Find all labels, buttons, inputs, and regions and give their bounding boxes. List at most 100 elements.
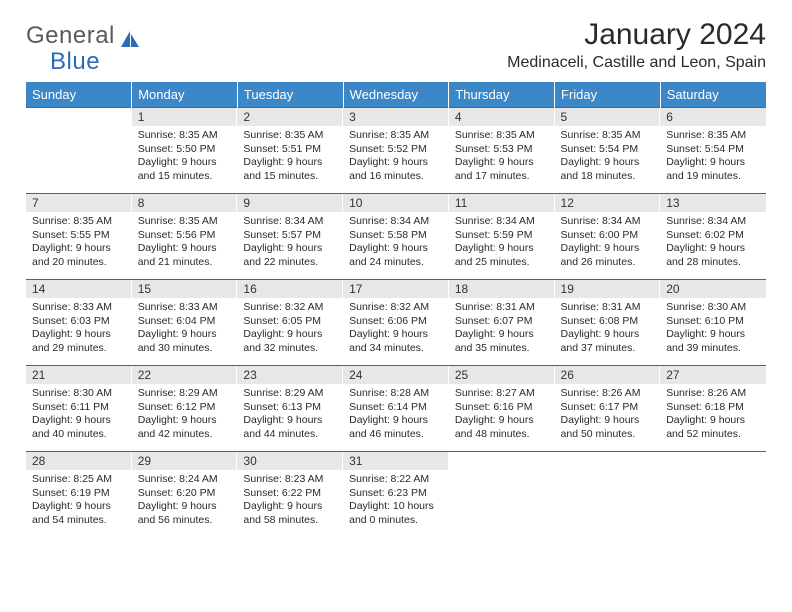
month-title: January 2024 bbox=[507, 18, 766, 52]
calendar-day-cell bbox=[660, 452, 766, 538]
calendar-day-cell: 15Sunrise: 8:33 AMSunset: 6:04 PMDayligh… bbox=[132, 280, 238, 366]
calendar-day-cell: 19Sunrise: 8:31 AMSunset: 6:08 PMDayligh… bbox=[555, 280, 661, 366]
day-line-dl2: and 58 minutes. bbox=[243, 514, 337, 528]
day-number: 26 bbox=[555, 366, 661, 384]
day-line-dl1: Daylight: 10 hours bbox=[349, 500, 443, 514]
calendar-day-cell: 12Sunrise: 8:34 AMSunset: 6:00 PMDayligh… bbox=[555, 194, 661, 280]
day-line-sr: Sunrise: 8:33 AM bbox=[32, 301, 126, 315]
day-number: 8 bbox=[132, 194, 238, 212]
calendar-day-cell: 17Sunrise: 8:32 AMSunset: 6:06 PMDayligh… bbox=[343, 280, 449, 366]
day-details: Sunrise: 8:31 AMSunset: 6:08 PMDaylight:… bbox=[555, 298, 661, 356]
day-line-dl1: Daylight: 9 hours bbox=[243, 328, 337, 342]
day-line-ss: Sunset: 6:20 PM bbox=[138, 487, 232, 501]
day-line-dl1: Daylight: 9 hours bbox=[455, 156, 549, 170]
calendar-day-cell: 9Sunrise: 8:34 AMSunset: 5:57 PMDaylight… bbox=[237, 194, 343, 280]
day-details: Sunrise: 8:32 AMSunset: 6:06 PMDaylight:… bbox=[343, 298, 449, 356]
day-number: 31 bbox=[343, 452, 449, 470]
day-line-dl1: Daylight: 9 hours bbox=[455, 414, 549, 428]
day-details: Sunrise: 8:33 AMSunset: 6:04 PMDaylight:… bbox=[132, 298, 238, 356]
day-line-ss: Sunset: 6:07 PM bbox=[455, 315, 549, 329]
day-line-ss: Sunset: 5:57 PM bbox=[243, 229, 337, 243]
day-details: Sunrise: 8:23 AMSunset: 6:22 PMDaylight:… bbox=[237, 470, 343, 528]
day-line-dl2: and 26 minutes. bbox=[561, 256, 655, 270]
day-number: 3 bbox=[343, 108, 449, 126]
title-block: January 2024 Medinaceli, Castille and Le… bbox=[507, 18, 766, 72]
day-details: Sunrise: 8:29 AMSunset: 6:13 PMDaylight:… bbox=[237, 384, 343, 442]
day-line-dl2: and 42 minutes. bbox=[138, 428, 232, 442]
day-line-dl1: Daylight: 9 hours bbox=[243, 156, 337, 170]
day-number bbox=[555, 452, 661, 456]
calendar-day-cell bbox=[26, 108, 132, 194]
calendar-day-cell: 2Sunrise: 8:35 AMSunset: 5:51 PMDaylight… bbox=[237, 108, 343, 194]
day-line-ss: Sunset: 5:53 PM bbox=[455, 143, 549, 157]
day-line-dl1: Daylight: 9 hours bbox=[666, 414, 760, 428]
location: Medinaceli, Castille and Leon, Spain bbox=[507, 54, 766, 72]
calendar-day-cell: 21Sunrise: 8:30 AMSunset: 6:11 PMDayligh… bbox=[26, 366, 132, 452]
day-line-ss: Sunset: 5:55 PM bbox=[32, 229, 126, 243]
logo-text-general: General bbox=[26, 22, 115, 50]
day-line-dl1: Daylight: 9 hours bbox=[349, 242, 443, 256]
day-line-sr: Sunrise: 8:31 AM bbox=[561, 301, 655, 315]
day-number: 7 bbox=[26, 194, 132, 212]
day-line-sr: Sunrise: 8:28 AM bbox=[349, 387, 443, 401]
weekday-header: Monday bbox=[132, 82, 238, 108]
day-line-sr: Sunrise: 8:29 AM bbox=[138, 387, 232, 401]
calendar-day-cell: 24Sunrise: 8:28 AMSunset: 6:14 PMDayligh… bbox=[343, 366, 449, 452]
day-number: 1 bbox=[132, 108, 238, 126]
calendar-day-cell: 5Sunrise: 8:35 AMSunset: 5:54 PMDaylight… bbox=[555, 108, 661, 194]
day-details: Sunrise: 8:22 AMSunset: 6:23 PMDaylight:… bbox=[343, 470, 449, 528]
day-details: Sunrise: 8:28 AMSunset: 6:14 PMDaylight:… bbox=[343, 384, 449, 442]
calendar-day-cell: 4Sunrise: 8:35 AMSunset: 5:53 PMDaylight… bbox=[449, 108, 555, 194]
day-details: Sunrise: 8:34 AMSunset: 5:57 PMDaylight:… bbox=[237, 212, 343, 270]
day-line-sr: Sunrise: 8:30 AM bbox=[32, 387, 126, 401]
day-details: Sunrise: 8:24 AMSunset: 6:20 PMDaylight:… bbox=[132, 470, 238, 528]
day-details: Sunrise: 8:35 AMSunset: 5:54 PMDaylight:… bbox=[555, 126, 661, 184]
day-line-sr: Sunrise: 8:35 AM bbox=[455, 129, 549, 143]
day-line-dl2: and 15 minutes. bbox=[243, 170, 337, 184]
day-line-dl1: Daylight: 9 hours bbox=[138, 414, 232, 428]
day-line-dl1: Daylight: 9 hours bbox=[561, 242, 655, 256]
day-details: Sunrise: 8:35 AMSunset: 5:51 PMDaylight:… bbox=[237, 126, 343, 184]
day-number: 6 bbox=[660, 108, 766, 126]
day-number: 30 bbox=[237, 452, 343, 470]
day-line-dl1: Daylight: 9 hours bbox=[243, 500, 337, 514]
day-number: 20 bbox=[660, 280, 766, 298]
day-number: 14 bbox=[26, 280, 132, 298]
day-line-dl1: Daylight: 9 hours bbox=[138, 328, 232, 342]
day-number: 9 bbox=[237, 194, 343, 212]
day-line-dl1: Daylight: 9 hours bbox=[561, 156, 655, 170]
day-line-sr: Sunrise: 8:35 AM bbox=[243, 129, 337, 143]
calendar-day-cell: 18Sunrise: 8:31 AMSunset: 6:07 PMDayligh… bbox=[449, 280, 555, 366]
day-line-sr: Sunrise: 8:34 AM bbox=[455, 215, 549, 229]
day-number: 19 bbox=[555, 280, 661, 298]
day-line-ss: Sunset: 6:10 PM bbox=[666, 315, 760, 329]
day-line-dl2: and 30 minutes. bbox=[138, 342, 232, 356]
calendar-day-cell: 25Sunrise: 8:27 AMSunset: 6:16 PMDayligh… bbox=[449, 366, 555, 452]
calendar-day-cell: 29Sunrise: 8:24 AMSunset: 6:20 PMDayligh… bbox=[132, 452, 238, 538]
day-line-sr: Sunrise: 8:34 AM bbox=[561, 215, 655, 229]
day-line-dl2: and 50 minutes. bbox=[561, 428, 655, 442]
calendar-day-cell bbox=[555, 452, 661, 538]
day-details: Sunrise: 8:30 AMSunset: 6:11 PMDaylight:… bbox=[26, 384, 132, 442]
day-line-sr: Sunrise: 8:35 AM bbox=[138, 129, 232, 143]
day-line-dl1: Daylight: 9 hours bbox=[349, 414, 443, 428]
day-line-dl1: Daylight: 9 hours bbox=[32, 414, 126, 428]
day-line-dl2: and 29 minutes. bbox=[32, 342, 126, 356]
day-line-dl1: Daylight: 9 hours bbox=[666, 156, 760, 170]
day-line-sr: Sunrise: 8:24 AM bbox=[138, 473, 232, 487]
day-line-dl1: Daylight: 9 hours bbox=[349, 156, 443, 170]
calendar-day-cell: 11Sunrise: 8:34 AMSunset: 5:59 PMDayligh… bbox=[449, 194, 555, 280]
day-line-dl1: Daylight: 9 hours bbox=[243, 242, 337, 256]
day-line-dl2: and 37 minutes. bbox=[561, 342, 655, 356]
day-details: Sunrise: 8:34 AMSunset: 5:58 PMDaylight:… bbox=[343, 212, 449, 270]
day-line-ss: Sunset: 6:04 PM bbox=[138, 315, 232, 329]
day-line-ss: Sunset: 6:00 PM bbox=[561, 229, 655, 243]
weekday-header: Wednesday bbox=[343, 82, 449, 108]
day-line-dl2: and 15 minutes. bbox=[138, 170, 232, 184]
day-number bbox=[449, 452, 555, 456]
calendar-day-cell: 20Sunrise: 8:30 AMSunset: 6:10 PMDayligh… bbox=[660, 280, 766, 366]
day-line-dl1: Daylight: 9 hours bbox=[666, 242, 760, 256]
logo-text-blue: Blue bbox=[50, 48, 100, 76]
calendar-table: Sunday Monday Tuesday Wednesday Thursday… bbox=[26, 82, 766, 538]
day-line-dl2: and 40 minutes. bbox=[32, 428, 126, 442]
